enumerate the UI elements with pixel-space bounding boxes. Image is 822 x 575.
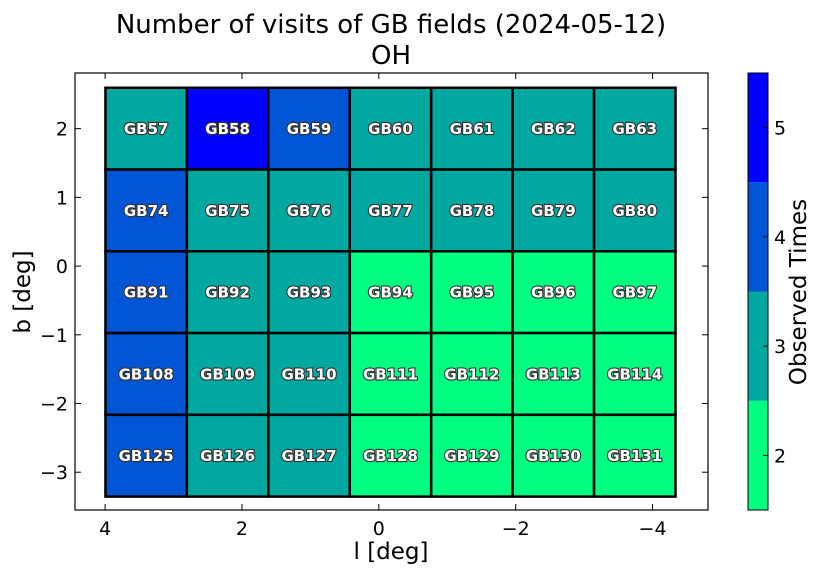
colorbar-frame xyxy=(747,72,769,511)
cell-label: GB110 xyxy=(282,365,337,383)
heatmap-cell xyxy=(267,168,352,253)
cell-label: GB92 xyxy=(205,284,250,302)
chart-title: Number of visits of GB fields (2024-05-1… xyxy=(116,10,666,40)
x-tick-label: −4 xyxy=(639,518,667,540)
x-tick-label: 4 xyxy=(99,518,111,540)
heatmap-cell xyxy=(592,168,677,253)
heatmap-cell xyxy=(429,250,514,335)
cell-label: GB59 xyxy=(287,120,332,138)
heatmap-cell xyxy=(185,86,270,171)
colorbar-label: Observed Times xyxy=(786,199,812,385)
cell-label: GB62 xyxy=(531,120,576,138)
y-axis-label: b [deg] xyxy=(10,250,36,333)
y-tick-label: −2 xyxy=(40,393,68,415)
cell-label: GB75 xyxy=(205,202,250,220)
x-tick-label: 0 xyxy=(373,518,385,540)
x-axis-ticks: 4 2 0 −2 −4 xyxy=(99,73,667,540)
cell-label: GB111 xyxy=(363,365,418,383)
plot-frame xyxy=(74,72,709,511)
colorbar-tick-label: 3 xyxy=(774,336,786,358)
cell-label: GB94 xyxy=(368,284,413,302)
cell-label: GB130 xyxy=(526,447,581,465)
x-tick-label: 2 xyxy=(236,518,248,540)
chart-subtitle: OH xyxy=(371,41,411,71)
heatmap-cell xyxy=(104,86,189,171)
cell-label: GB109 xyxy=(200,365,255,383)
cell-label: GB126 xyxy=(200,447,255,465)
cell-label: GB78 xyxy=(450,202,495,220)
cell-label: GB113 xyxy=(526,365,581,383)
y-tick-label: −1 xyxy=(40,325,68,347)
colorbar-segment xyxy=(748,182,768,292)
heatmap-cell xyxy=(592,250,677,335)
heatmap-cell xyxy=(185,331,270,417)
cell-labels: GB57 GB58 GB59 GB60 GB61 GB62 GB63 GB74 GB75 GB76… xyxy=(118,119,664,466)
colorbar-tick-label: 5 xyxy=(774,118,786,140)
cell-label: GB114 xyxy=(607,365,662,383)
cell-label: GB60 xyxy=(368,120,413,138)
cell-label: GB112 xyxy=(444,365,499,383)
colorbar-tick-label: 4 xyxy=(774,227,786,249)
cell-label: GB125 xyxy=(119,447,174,465)
cell-label: GB63 xyxy=(612,120,657,138)
y-axis-ticks: 2 1 0 −1 −2 −3 xyxy=(40,119,708,484)
cell-label: GB129 xyxy=(444,447,499,465)
cell-label: GB127 xyxy=(282,447,337,465)
cell-label: GB80 xyxy=(612,202,657,220)
heatmap-cell xyxy=(267,250,352,335)
cell-label: GB91 xyxy=(124,284,169,302)
cell-label: GB58 xyxy=(205,120,250,138)
cell-label: GB93 xyxy=(287,284,332,302)
colorbar-ticks: 2 3 4 5 xyxy=(763,118,786,467)
colorbar-tick-label: 2 xyxy=(774,445,786,467)
heatmap-cell xyxy=(592,413,677,498)
heatmap-cell xyxy=(104,168,189,253)
heatmap-cell xyxy=(267,413,352,498)
x-tick-label: −2 xyxy=(502,518,530,540)
heatmap-cell xyxy=(185,250,270,335)
heatmap-cell xyxy=(511,250,596,335)
heatmap-cell xyxy=(104,331,189,417)
heatmap-cell xyxy=(104,413,189,498)
cell-label: GB97 xyxy=(612,284,657,302)
cell-label: GB128 xyxy=(363,447,418,465)
y-tick-label: 2 xyxy=(56,119,68,141)
cell-label: GB96 xyxy=(531,284,576,302)
cell-label: GB77 xyxy=(368,202,413,220)
heatmap-cell xyxy=(511,413,596,498)
heatmap-cell xyxy=(511,331,596,417)
cell-label: GB57 xyxy=(124,120,169,138)
colorbar-segment xyxy=(748,291,768,401)
heatmap-cells xyxy=(104,86,677,498)
colorbar-segment xyxy=(748,400,768,510)
x-axis-label: l [deg] xyxy=(354,539,429,565)
y-tick-label: 0 xyxy=(56,256,68,278)
cell-label: GB108 xyxy=(119,365,174,383)
heatmap-cell xyxy=(429,168,514,253)
cell-label: GB74 xyxy=(124,202,169,220)
cell-label: GB131 xyxy=(607,447,662,465)
heatmap-cell xyxy=(511,86,596,171)
colorbar-segment xyxy=(748,73,768,183)
cell-label: GB79 xyxy=(531,202,576,220)
cell-label: GB95 xyxy=(450,284,495,302)
colorbar xyxy=(747,72,769,511)
cell-label: GB61 xyxy=(450,120,495,138)
cell-label: GB76 xyxy=(287,202,332,220)
y-tick-label: 1 xyxy=(56,187,68,209)
y-tick-label: −3 xyxy=(40,462,68,484)
